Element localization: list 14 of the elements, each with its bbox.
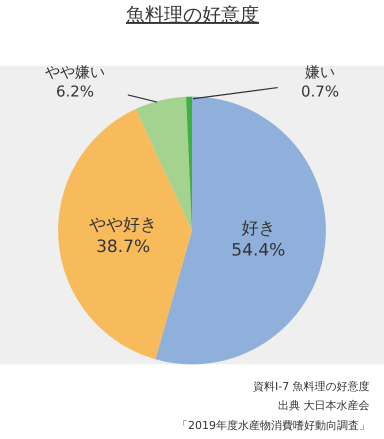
pie-slice [58, 108, 192, 360]
data-label: 38.7% [96, 236, 150, 257]
text: 資料I-7 魚料理の好意度 [253, 380, 370, 393]
slice-label: 嫌い [305, 63, 336, 81]
data-label: 54.4% [231, 240, 286, 261]
data-label: 6.2% [56, 82, 94, 100]
chart-title: 魚料理の好意度 [126, 4, 259, 26]
pie-slice [155, 96, 326, 364]
text: 「2019年度水産物消費嗜好動向調査」 [177, 419, 370, 432]
data-label: 0.7% [301, 82, 340, 100]
slice-label: やや嫌い [45, 63, 105, 81]
slice-label: 好き [241, 218, 276, 239]
slice-label: やや好き [89, 214, 158, 235]
source-note: 出典 大日本水産会 [278, 399, 370, 412]
